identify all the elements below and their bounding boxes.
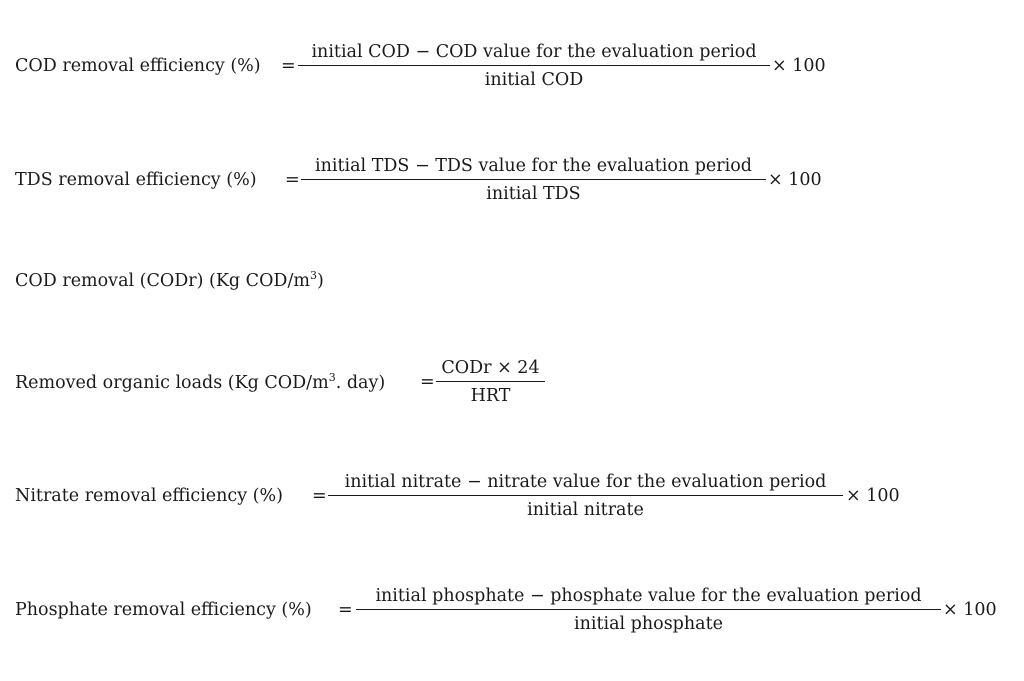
superscript: 3 bbox=[309, 269, 317, 283]
numerator: initial COD − COD value for the evaluati… bbox=[311, 42, 757, 62]
equation-label: COD removal (CODr) (Kg COD/m3) bbox=[15, 269, 324, 291]
denominator: initial nitrate bbox=[527, 500, 644, 520]
denominator: initial phosphate bbox=[574, 614, 723, 634]
multiplier: × 100 bbox=[943, 600, 997, 620]
multiplier: × 100 bbox=[846, 486, 900, 506]
fraction-bar bbox=[328, 495, 843, 496]
fraction-bar bbox=[436, 381, 545, 382]
label-text: . day) bbox=[335, 372, 386, 393]
equation-label: Removed organic loads (Kg COD/m3. day) bbox=[15, 371, 385, 393]
equals-sign: = bbox=[285, 170, 300, 190]
numerator: initial TDS − TDS value for the evaluati… bbox=[315, 156, 752, 176]
fraction-bar bbox=[356, 609, 941, 610]
fraction-bar bbox=[301, 179, 766, 180]
label-text: ) bbox=[316, 270, 324, 291]
equation-label: COD removal efficiency (%) bbox=[15, 56, 261, 76]
label-text: COD removal (CODr) (Kg COD/m bbox=[15, 270, 310, 291]
equals-sign: = bbox=[312, 486, 327, 506]
numerator: initial phosphate − phosphate value for … bbox=[375, 586, 922, 606]
denominator: initial COD bbox=[484, 70, 584, 90]
numerator: initial nitrate − nitrate value for the … bbox=[344, 472, 827, 492]
label-text: Removed organic loads (Kg COD/m bbox=[15, 372, 329, 393]
equals-sign: = bbox=[338, 600, 353, 620]
multiplier: × 100 bbox=[772, 56, 826, 76]
denominator: HRT bbox=[470, 386, 511, 406]
equals-sign: = bbox=[281, 56, 296, 76]
multiplier: × 100 bbox=[768, 170, 822, 190]
equation-label: Phosphate removal efficiency (%) bbox=[15, 600, 312, 620]
equation-label: Nitrate removal efficiency (%) bbox=[15, 486, 283, 506]
equals-sign: = bbox=[420, 372, 435, 392]
fraction-bar bbox=[298, 65, 770, 66]
numerator: CODr × 24 bbox=[441, 358, 540, 378]
equation-label: TDS removal efficiency (%) bbox=[15, 170, 257, 190]
superscript: 3 bbox=[328, 371, 336, 385]
denominator: initial TDS bbox=[486, 184, 581, 204]
